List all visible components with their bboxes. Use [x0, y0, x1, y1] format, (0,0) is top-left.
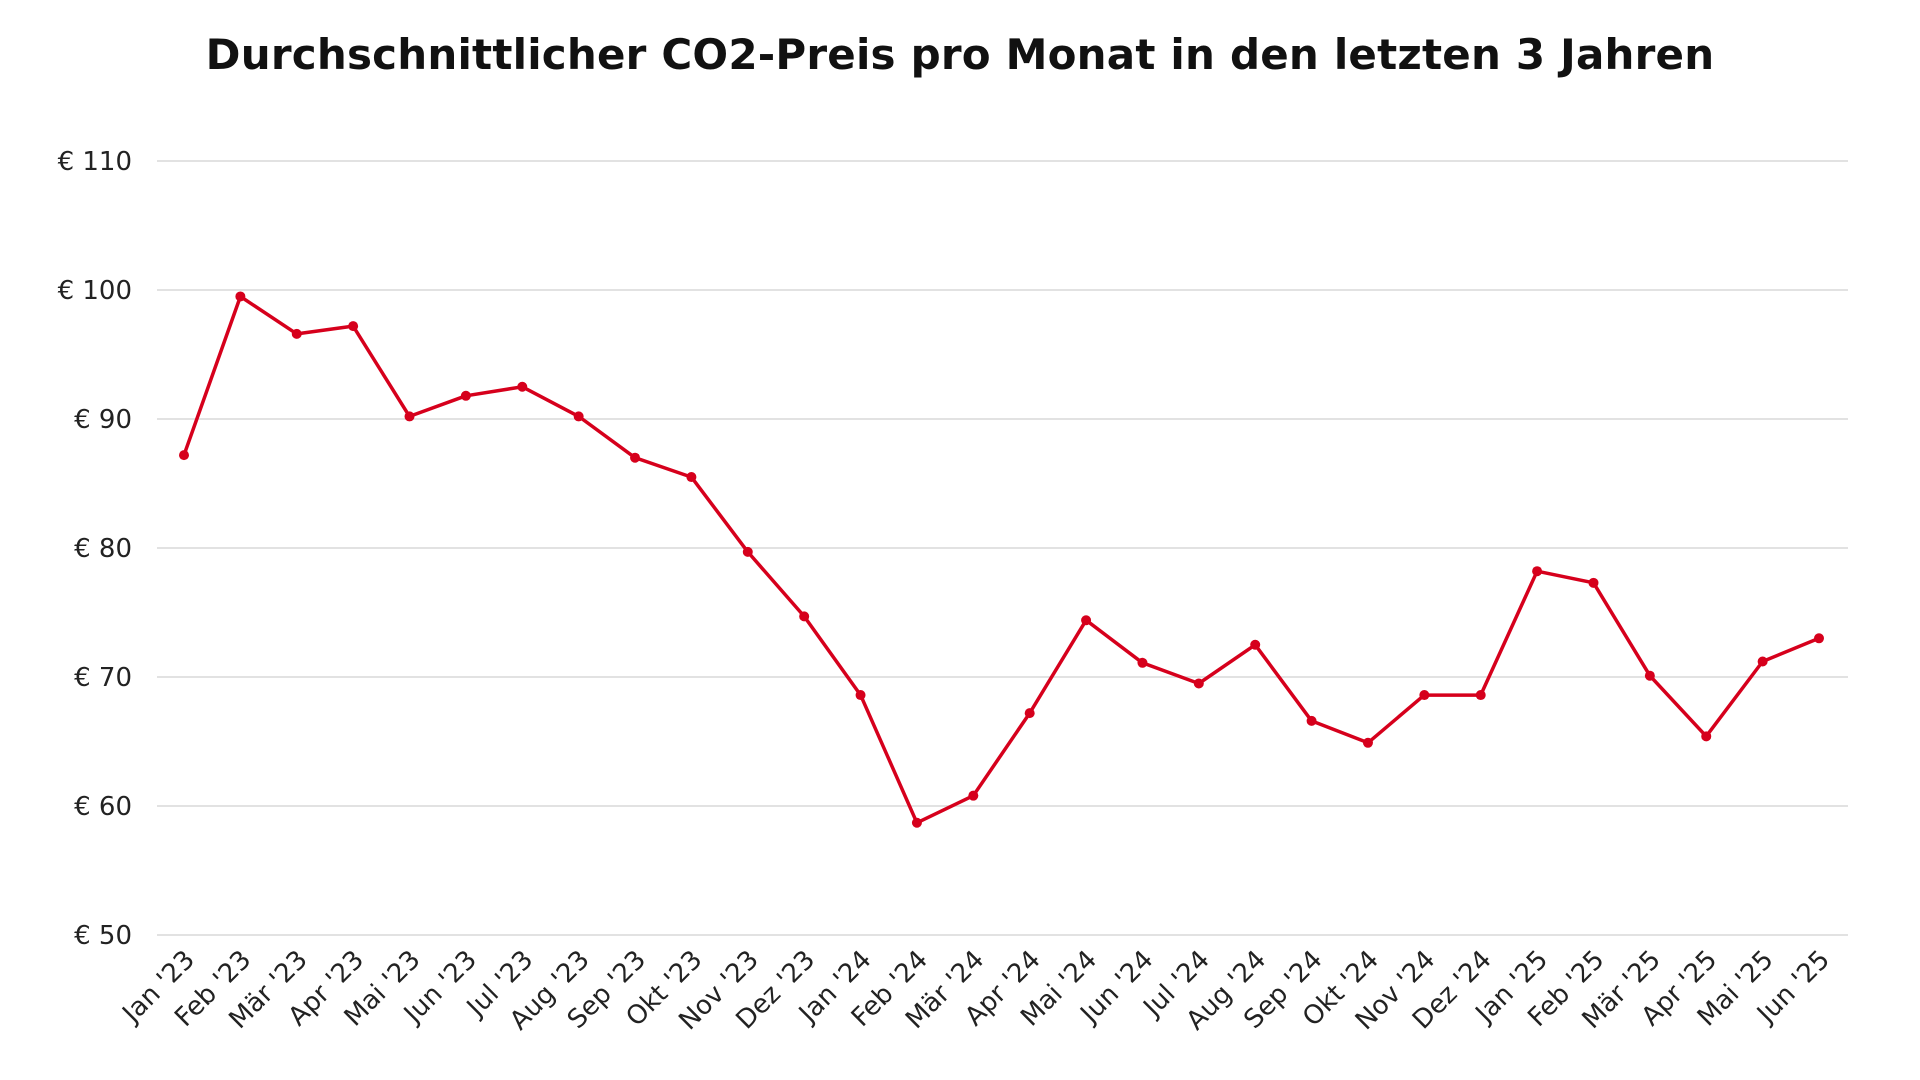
data-point	[911, 817, 922, 828]
y-axis-ticks: € 50 € 60 € 70 € 80 € 90 € 100 € 110	[58, 147, 132, 951]
data-point	[1193, 678, 1204, 689]
chart-title: Durchschnittlicher CO2-Preis pro Monat i…	[205, 30, 1715, 79]
data-point	[404, 411, 415, 422]
data-point	[855, 690, 866, 701]
data-point	[179, 450, 189, 461]
series-line	[182, 294, 1821, 825]
data-point	[742, 546, 753, 557]
data-point	[799, 611, 810, 622]
series-line	[182, 294, 1821, 825]
data-point	[573, 411, 584, 422]
data-point	[1137, 657, 1148, 668]
data-point	[1362, 737, 1373, 748]
data-point	[1306, 715, 1317, 726]
data-point	[1588, 577, 1599, 588]
data-point	[1701, 731, 1712, 742]
data-point	[1250, 639, 1261, 650]
grid-lines	[157, 160, 1848, 936]
y-tick-label: € 110	[58, 147, 132, 177]
data-point	[1644, 670, 1655, 681]
y-tick-label: € 100	[58, 276, 132, 306]
data-point	[235, 291, 246, 302]
data-point	[1814, 633, 1824, 644]
data-point	[517, 381, 528, 392]
y-tick-label: € 90	[74, 405, 132, 435]
data-point	[1024, 708, 1035, 719]
y-tick-label: € 70	[74, 663, 132, 693]
data-point	[630, 452, 641, 463]
y-tick-label: € 50	[74, 921, 132, 951]
data-point	[291, 328, 302, 339]
y-tick-label: € 80	[74, 534, 132, 564]
series-points	[179, 291, 1824, 828]
data-point	[1757, 656, 1768, 667]
data-point	[460, 390, 471, 401]
y-tick-label: € 60	[74, 792, 132, 822]
data-point	[1081, 615, 1092, 626]
data-point	[686, 472, 697, 483]
data-point	[1532, 566, 1543, 577]
data-point	[968, 790, 979, 801]
data-point	[1419, 690, 1430, 701]
data-point	[1475, 690, 1486, 701]
data-point	[348, 321, 359, 332]
